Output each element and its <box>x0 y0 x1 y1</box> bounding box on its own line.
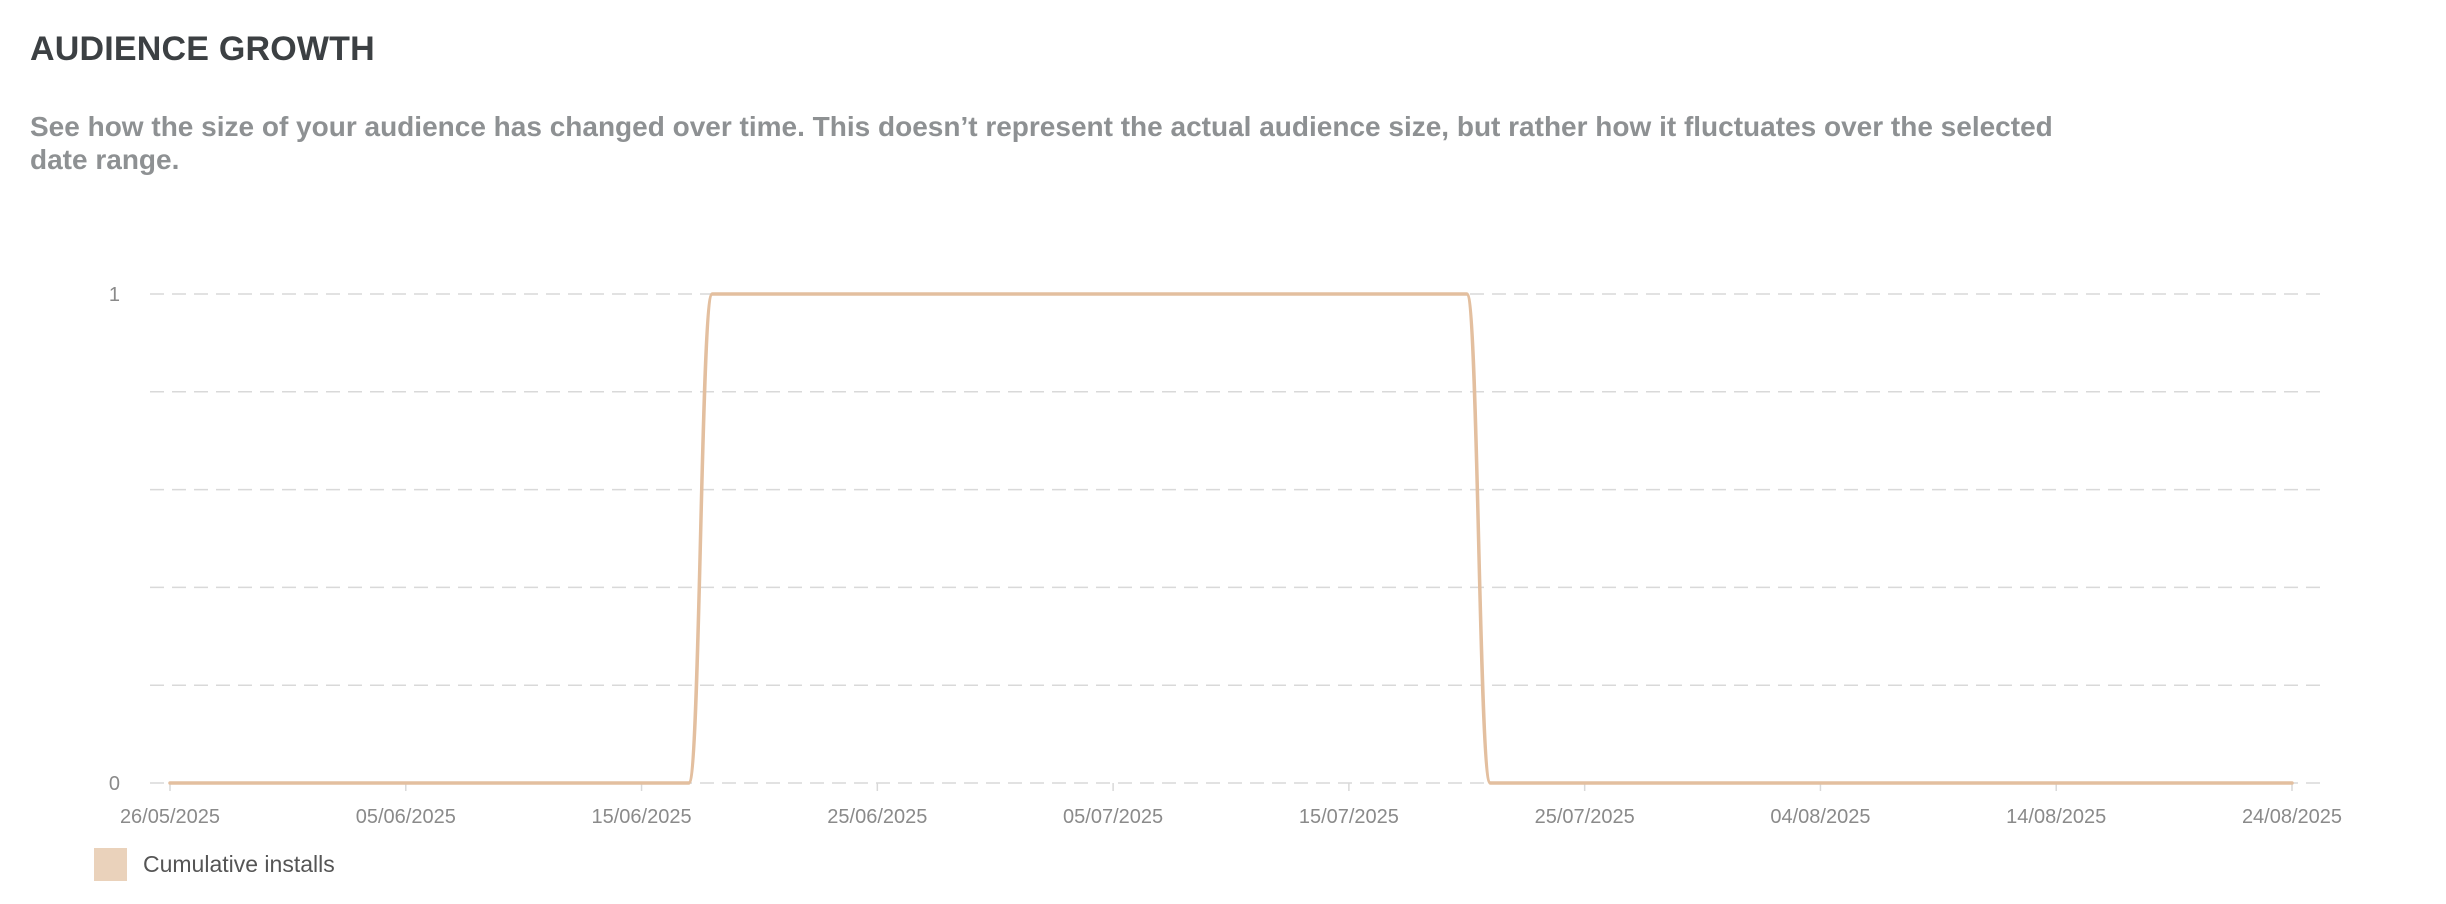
legend[interactable]: Cumulative installs <box>94 848 335 881</box>
x-tick-label: 26/05/2025 <box>120 806 220 828</box>
legend-swatch <box>94 848 127 881</box>
x-tick-label: 24/08/2025 <box>2242 806 2342 828</box>
y-tick-label: 0 <box>109 773 120 795</box>
y-axis: 01 <box>109 284 120 795</box>
x-tick-label: 15/07/2025 <box>1299 806 1399 828</box>
x-tick-label: 04/08/2025 <box>1770 806 1870 828</box>
grid-lines <box>150 293 2320 784</box>
x-tick-label: 25/07/2025 <box>1535 806 1635 828</box>
x-tick-label: 14/08/2025 <box>2006 806 2106 828</box>
chart-subtitle: See how the size of your audience has ch… <box>30 111 2053 175</box>
x-tick-label: 25/06/2025 <box>827 806 927 828</box>
x-tick-label: 05/07/2025 <box>1063 806 1163 828</box>
y-tick-label: 1 <box>109 284 120 306</box>
series-layer <box>168 292 2294 785</box>
x-tick-label: 15/06/2025 <box>592 806 692 828</box>
series-line-cumulative-installs[interactable] <box>168 292 2294 785</box>
x-tick-label: 05/06/2025 <box>356 806 456 828</box>
legend-label: Cumulative installs <box>143 851 335 877</box>
chart-title: AUDIENCE GROWTH <box>30 30 375 68</box>
x-axis: 26/05/2025 05/06/2025 15/06/2025 25/06/2025… <box>120 783 2342 828</box>
